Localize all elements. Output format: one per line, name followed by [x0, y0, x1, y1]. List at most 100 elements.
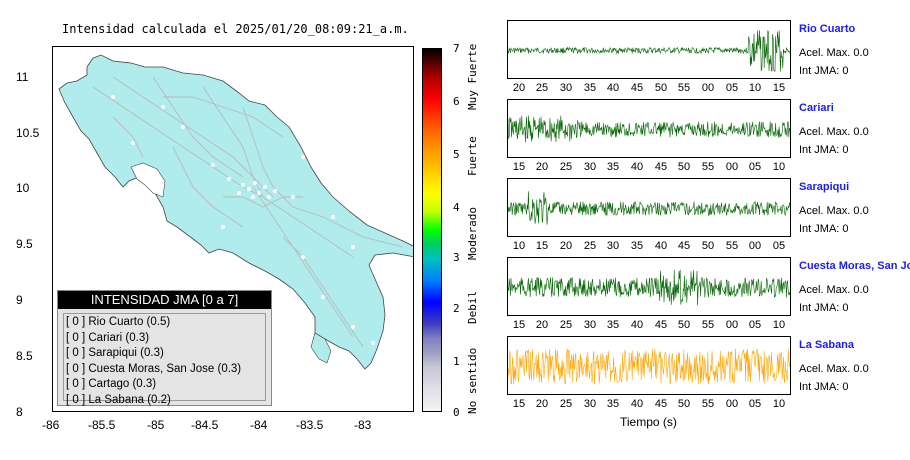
waveform-panel[interactable]	[507, 257, 791, 316]
station-acel-max: Acel. Max. 0.0	[799, 363, 869, 375]
lon-tick-label: -84	[250, 418, 268, 432]
waveform-line	[508, 348, 790, 385]
time-tick-label: 30	[606, 240, 620, 252]
time-tick-label: 05	[748, 319, 762, 331]
intensity-colorbar	[422, 48, 442, 412]
time-tick-label: 20	[535, 161, 549, 173]
waveform-line	[508, 30, 790, 72]
road-network	[92, 76, 404, 348]
legend-item: [ 0 ] Cuesta Moras, San Jose (0.3)	[66, 362, 242, 375]
colorbar-tick: 6	[453, 95, 460, 108]
colorbar-category: Muy Fuerte	[466, 43, 479, 110]
time-tick-label: 00	[725, 319, 739, 331]
lat-tick-label: 9	[16, 293, 23, 307]
waveform-trace	[508, 348, 790, 385]
waveform-panel[interactable]	[507, 178, 791, 237]
time-tick-label: 40	[630, 398, 644, 410]
station-acel-max: Acel. Max. 0.0	[799, 284, 869, 296]
station-int-jma: Int JMA: 0	[799, 223, 849, 235]
time-tick-label: 45	[654, 319, 668, 331]
colorbar-category: Fuerte	[466, 136, 479, 176]
x-axis-title: Tiempo (s)	[620, 415, 677, 429]
station-dots	[111, 95, 375, 345]
time-tick-label: 50	[654, 82, 668, 94]
time-tick-label: 25	[559, 161, 573, 173]
lat-tick-label: 10	[16, 181, 30, 195]
time-tick-label: 35	[630, 240, 644, 252]
lon-tick-label: -85	[147, 418, 165, 432]
time-tick-label: 25	[535, 82, 549, 94]
time-tick-label: 10	[772, 319, 786, 331]
time-tick-label: 55	[725, 240, 739, 252]
time-tick-label: 50	[701, 240, 715, 252]
nicoya-gulf	[130, 162, 166, 198]
waveform-line	[508, 269, 790, 306]
station-name: La Sabana	[799, 339, 855, 351]
waveform-line	[508, 191, 790, 225]
waveform-trace	[508, 115, 790, 143]
time-tick-label: 10	[772, 398, 786, 410]
waveform-panel[interactable]	[507, 336, 791, 395]
time-tick-label: 25	[559, 319, 573, 331]
time-tick-label: 45	[654, 398, 668, 410]
time-tick-label: 40	[654, 240, 668, 252]
colorbar-tick: 4	[453, 201, 460, 214]
time-tick-label: 20	[535, 319, 549, 331]
costa-rica-map	[58, 54, 413, 370]
costa-rica-landmass	[58, 54, 413, 370]
intensity-legend: INTENSIDAD JMA [0 a 7] [ 0 ] Rio Cuarto …	[57, 290, 272, 406]
station-acel-max: Acel. Max. 0.0	[799, 126, 869, 138]
time-tick-label: 55	[701, 319, 715, 331]
time-tick-label: 15	[535, 240, 549, 252]
time-tick-label: 30	[583, 319, 597, 331]
station-int-jma: Int JMA: 0	[799, 381, 849, 393]
lat-tick-label: 8.5	[16, 349, 33, 363]
time-tick-label: 35	[606, 161, 620, 173]
colorbar-tick: 5	[453, 148, 460, 161]
station-int-jma: Int JMA: 0	[799, 65, 849, 77]
time-tick-label: 15	[512, 161, 526, 173]
legend-item: [ 0 ] Cartago (0.3)	[66, 378, 157, 390]
page-title: Intensidad calculada el 2025/01/20_08:09…	[62, 22, 409, 36]
station-name: Cuesta Moras, San Jose	[799, 260, 910, 272]
time-tick-label: 40	[606, 82, 620, 94]
time-tick-label: 35	[606, 319, 620, 331]
time-tick-label: 20	[512, 82, 526, 94]
time-tick-label: 15	[512, 398, 526, 410]
lon-tick-label: -84.5	[191, 418, 219, 432]
lat-tick-label: 11	[16, 70, 29, 84]
station-acel-max: Acel. Max. 0.0	[799, 205, 869, 217]
lat-tick-label: 9.5	[16, 237, 33, 251]
time-tick-label: 40	[630, 161, 644, 173]
lon-tick-label: -83.5	[296, 418, 324, 432]
lon-tick-label: -85.5	[88, 418, 116, 432]
time-tick-label: 15	[772, 82, 786, 94]
time-tick-label: 00	[701, 82, 715, 94]
time-tick-label: 30	[583, 161, 597, 173]
time-tick-label: 55	[701, 161, 715, 173]
colorbar-category: Moderado	[466, 207, 479, 260]
waveform-time-axis: 10 15 20 25 30 35 40 45 50 55 00 05	[507, 240, 791, 254]
time-tick-label: 20	[559, 240, 573, 252]
station-name: Sarapiqui	[799, 181, 850, 193]
colorbar-tick: 1	[453, 355, 460, 368]
colorbar-category: No sentido	[466, 347, 479, 414]
legend-item: [ 0 ] Cariari (0.3)	[66, 331, 150, 344]
legend-list: [ 0 ] Rio Cuarto (0.5) [ 0 ] Cariari (0.…	[63, 313, 266, 406]
time-tick-label: 40	[630, 319, 644, 331]
station-acel-max: Acel. Max. 0.0	[799, 47, 869, 59]
station-name: Rio Cuarto	[799, 23, 856, 35]
time-tick-label: 05	[725, 82, 739, 94]
time-tick-label: 55	[677, 82, 691, 94]
time-tick-label: 20	[535, 398, 549, 410]
station-int-jma: Int JMA: 0	[799, 144, 849, 156]
time-tick-label: 00	[748, 240, 762, 252]
waveform-trace	[508, 269, 790, 306]
time-tick-label: 45	[630, 82, 644, 94]
waveform-time-axis: 20 25 30 35 40 45 50 55 00 05 10 15	[507, 82, 791, 96]
time-tick-label: 25	[559, 398, 573, 410]
time-tick-label: 05	[748, 398, 762, 410]
colorbar-tick: 2	[453, 302, 460, 315]
waveform-panel[interactable]	[507, 20, 791, 79]
waveform-panel[interactable]	[507, 99, 791, 158]
